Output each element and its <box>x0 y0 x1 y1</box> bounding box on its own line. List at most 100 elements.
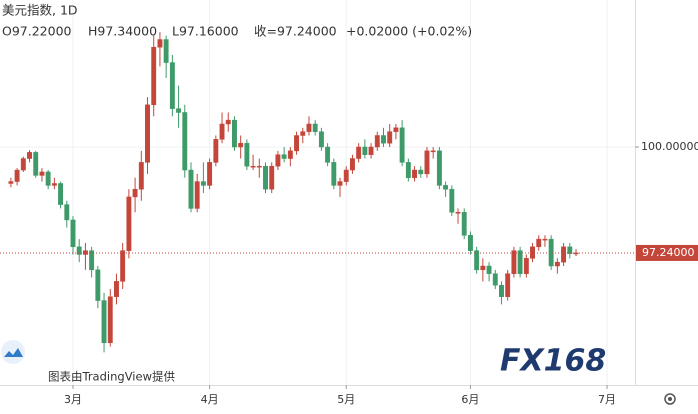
candle-body <box>424 150 430 175</box>
candle-body <box>219 123 225 140</box>
candle-body <box>461 212 467 236</box>
candle-body <box>33 152 39 176</box>
candle-body <box>8 181 14 184</box>
candle-body <box>343 169 349 182</box>
x-tick-label: 3月 <box>64 393 82 406</box>
watermark: 图表由TradingView提供 <box>48 370 175 384</box>
candle-body <box>107 296 113 344</box>
candle-body <box>200 181 206 186</box>
candle-body <box>269 165 275 190</box>
candle-body <box>393 127 399 132</box>
candle-body <box>362 146 368 155</box>
candle-body <box>114 281 119 297</box>
candle-body <box>238 142 244 148</box>
candle-body <box>27 152 32 159</box>
candle-body <box>318 131 324 148</box>
candle-body <box>194 181 200 209</box>
candle-body <box>387 131 393 144</box>
settings-icon[interactable] <box>664 393 676 405</box>
candle-body <box>157 39 163 48</box>
candle-body <box>436 150 442 186</box>
candle-body <box>132 188 138 198</box>
price-label: 97.24000 <box>642 246 695 259</box>
candle-body <box>76 246 82 255</box>
candle-body <box>300 131 306 136</box>
candle-body <box>356 146 362 159</box>
x-tick-label: 7月 <box>598 393 616 406</box>
candle-body <box>207 162 213 186</box>
candle-body <box>101 300 107 344</box>
candle-body <box>138 162 144 190</box>
candle-body <box>554 261 560 267</box>
candle-body <box>412 169 417 178</box>
candle-body <box>418 169 424 175</box>
ohlc-value: 收=97.24000 <box>254 24 337 39</box>
candle-body <box>474 250 480 271</box>
candle-body <box>151 46 157 106</box>
candle-body <box>145 104 150 163</box>
candle-body <box>337 181 343 186</box>
candle-body <box>263 165 268 190</box>
candle-body <box>443 185 449 190</box>
candle-body <box>306 123 312 132</box>
ohlc-value: L97.16000 <box>172 24 239 39</box>
tv-logo <box>1 340 25 364</box>
candle-body <box>126 196 132 251</box>
candle-body <box>182 112 188 171</box>
candle-body <box>523 258 529 274</box>
candle-body <box>188 169 194 209</box>
x-tick-label: 6月 <box>461 393 479 406</box>
candle-body <box>70 219 76 248</box>
candle-body <box>281 154 287 159</box>
candle-body <box>331 162 337 186</box>
candle-body <box>505 273 511 297</box>
candle-body <box>349 158 355 171</box>
candle-body <box>548 238 554 267</box>
x-tick-label: 4月 <box>201 393 219 406</box>
candle-body <box>275 154 281 167</box>
candle-body <box>39 171 45 176</box>
candle-body <box>287 150 293 159</box>
candle-body <box>169 62 175 109</box>
candle-body <box>89 250 95 271</box>
candle-body <box>561 246 567 263</box>
candle-body <box>250 165 256 168</box>
candle-body <box>45 171 51 186</box>
ohlc-value: +0.02000 (+0.02%) <box>346 24 472 39</box>
candle-body <box>480 265 486 271</box>
logo: FX168 <box>500 344 606 379</box>
candle-body <box>244 142 250 167</box>
candle-body <box>312 123 318 132</box>
candle-body <box>455 212 461 214</box>
candle-body <box>213 139 219 163</box>
chart-title: 美元指数, 1D <box>2 3 78 18</box>
candle-body <box>449 188 455 213</box>
candle-body <box>467 235 473 251</box>
ohlc-header: O97.22000 H97.34000 L97.16000 收=97.24000 +0.… <box>2 24 472 39</box>
candle-body <box>20 158 26 171</box>
candle-body <box>120 250 126 282</box>
candle-body <box>368 146 374 155</box>
candle-body <box>64 204 70 221</box>
candle-body <box>399 127 405 163</box>
candle-body <box>381 135 386 144</box>
y-tick-label: 100.00000 <box>641 140 698 153</box>
candle-body <box>405 162 411 178</box>
plot <box>0 0 635 385</box>
candle-body <box>374 135 380 148</box>
candle-body <box>486 265 492 274</box>
ohlc-value: H97.34000 <box>88 24 157 39</box>
candle-body <box>511 250 517 274</box>
candle-body <box>430 150 436 153</box>
x-tick-label: 5月 <box>337 393 355 406</box>
candle-body <box>58 183 64 205</box>
candle-body <box>256 165 262 168</box>
candle-body <box>176 108 182 113</box>
candle-body <box>95 269 101 301</box>
candle-body <box>325 146 331 163</box>
candle-body <box>492 273 498 286</box>
candle-body <box>232 119 237 148</box>
ohlc-value: O97.22000 <box>2 24 72 39</box>
